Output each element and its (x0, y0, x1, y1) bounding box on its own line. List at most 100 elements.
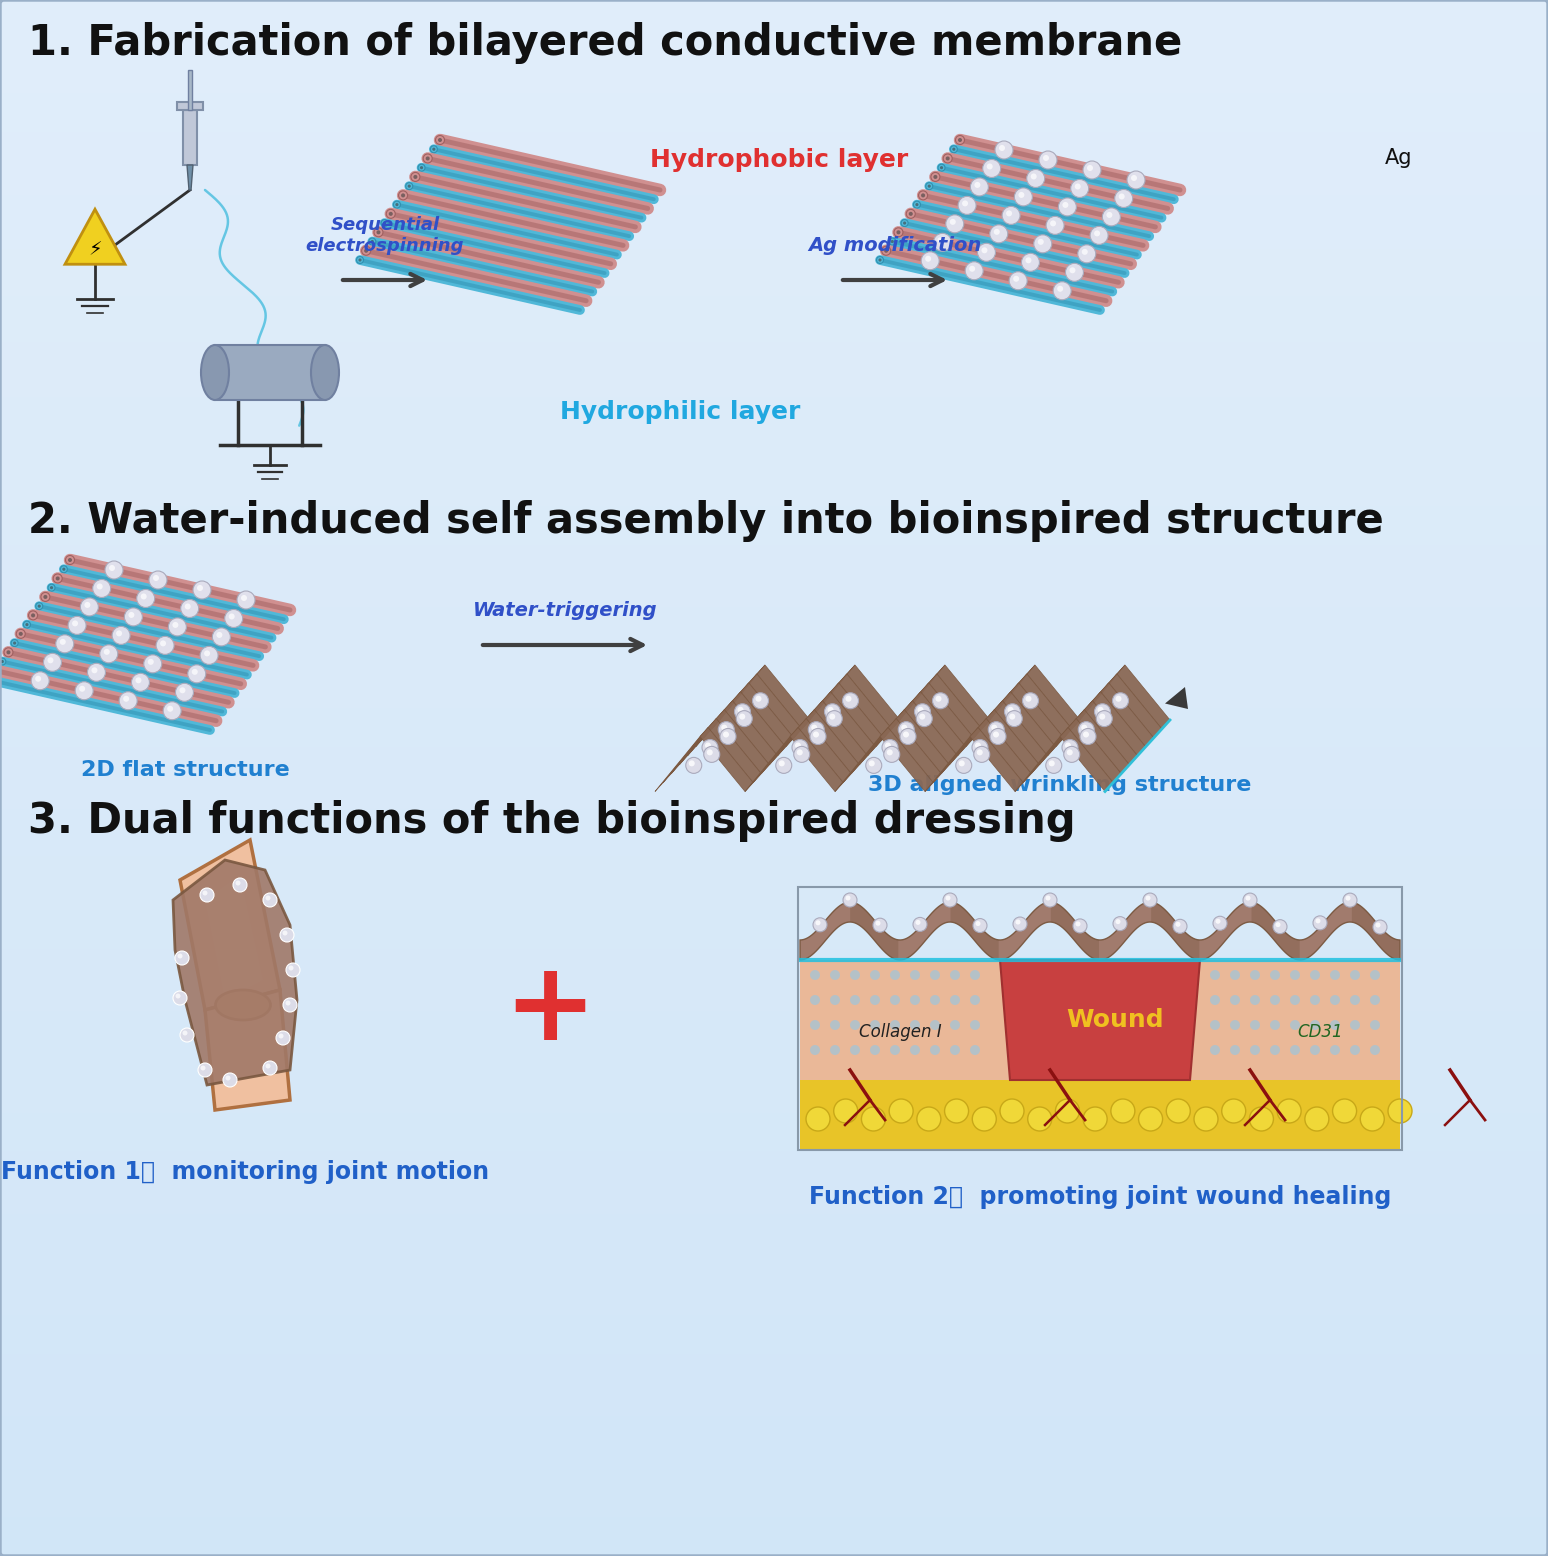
Circle shape (845, 696, 851, 702)
Circle shape (1043, 156, 1050, 160)
Circle shape (902, 221, 906, 224)
Polygon shape (892, 664, 944, 728)
Bar (0, 78, 1548, 87)
Bar (0, 257, 1548, 266)
Circle shape (779, 761, 785, 767)
Circle shape (6, 650, 11, 655)
Circle shape (995, 142, 1012, 159)
Bar (0, 762, 1548, 772)
Circle shape (958, 196, 977, 215)
Circle shape (1350, 1021, 1361, 1030)
Circle shape (167, 706, 173, 711)
Polygon shape (994, 700, 1048, 764)
Bar (0, 171, 1548, 180)
Circle shape (1081, 728, 1096, 744)
Circle shape (288, 966, 294, 971)
Circle shape (1211, 1021, 1220, 1030)
Polygon shape (884, 674, 937, 738)
Circle shape (890, 1021, 899, 1030)
Circle shape (282, 930, 288, 935)
Polygon shape (655, 728, 707, 792)
Circle shape (25, 622, 28, 626)
Circle shape (943, 893, 957, 907)
Circle shape (224, 610, 243, 627)
Circle shape (933, 174, 938, 179)
Bar (0, 1027, 1548, 1036)
Bar (0, 397, 1548, 406)
Polygon shape (1101, 683, 1153, 747)
Ellipse shape (201, 345, 229, 400)
Circle shape (359, 258, 362, 261)
Circle shape (1173, 920, 1187, 934)
Circle shape (136, 590, 155, 607)
Bar (0, 70, 1548, 79)
Polygon shape (1108, 674, 1163, 738)
Bar (176, 103, 203, 110)
Circle shape (902, 731, 909, 738)
Circle shape (430, 146, 438, 152)
Circle shape (1062, 202, 1068, 209)
Circle shape (1127, 171, 1146, 188)
Polygon shape (1048, 692, 1101, 756)
Circle shape (918, 191, 927, 199)
Bar (0, 1478, 1548, 1488)
Polygon shape (1015, 728, 1068, 792)
Text: Sequential
electrospinning: Sequential electrospinning (307, 216, 464, 255)
Circle shape (423, 154, 432, 163)
Circle shape (65, 555, 74, 565)
Bar (0, 591, 1548, 601)
Circle shape (175, 993, 181, 999)
Circle shape (1305, 1106, 1328, 1131)
Circle shape (793, 739, 808, 756)
Circle shape (192, 669, 198, 675)
Polygon shape (921, 683, 974, 747)
Circle shape (184, 604, 190, 610)
Circle shape (918, 706, 924, 713)
Polygon shape (876, 683, 929, 747)
Circle shape (156, 636, 173, 655)
Bar (0, 498, 1548, 507)
Circle shape (280, 927, 294, 941)
Bar (0, 724, 1548, 733)
Bar (0, 669, 1548, 678)
Bar (0, 1424, 1548, 1433)
Text: 2D flat structure: 2D flat structure (80, 759, 289, 780)
Bar (0, 1221, 1548, 1231)
Circle shape (950, 1046, 960, 1055)
Bar (0, 1229, 1548, 1239)
Circle shape (387, 210, 395, 218)
Circle shape (99, 644, 118, 663)
Bar (0, 926, 1548, 935)
Polygon shape (187, 165, 194, 190)
Circle shape (810, 969, 820, 980)
Bar (0, 521, 1548, 531)
Circle shape (737, 706, 743, 713)
Circle shape (1269, 969, 1280, 980)
Bar (0, 677, 1548, 686)
Polygon shape (1351, 902, 1399, 960)
Circle shape (1009, 272, 1028, 289)
Circle shape (1310, 994, 1320, 1005)
Circle shape (796, 742, 800, 748)
Bar (0, 420, 1548, 429)
Circle shape (890, 994, 899, 1005)
Circle shape (1333, 1099, 1356, 1123)
Circle shape (707, 750, 712, 755)
Circle shape (43, 654, 62, 671)
Circle shape (1231, 994, 1240, 1005)
Circle shape (105, 562, 122, 579)
Circle shape (1059, 198, 1076, 216)
Circle shape (266, 896, 271, 901)
Circle shape (1102, 209, 1121, 226)
Circle shape (1370, 969, 1379, 980)
Circle shape (180, 1029, 194, 1043)
Bar (0, 778, 1548, 787)
Circle shape (1070, 268, 1076, 274)
Circle shape (87, 663, 105, 682)
Circle shape (1370, 1021, 1379, 1030)
Circle shape (229, 613, 235, 619)
Polygon shape (1056, 683, 1108, 747)
Circle shape (1037, 240, 1043, 244)
Bar (0, 692, 1548, 702)
Circle shape (845, 896, 850, 901)
